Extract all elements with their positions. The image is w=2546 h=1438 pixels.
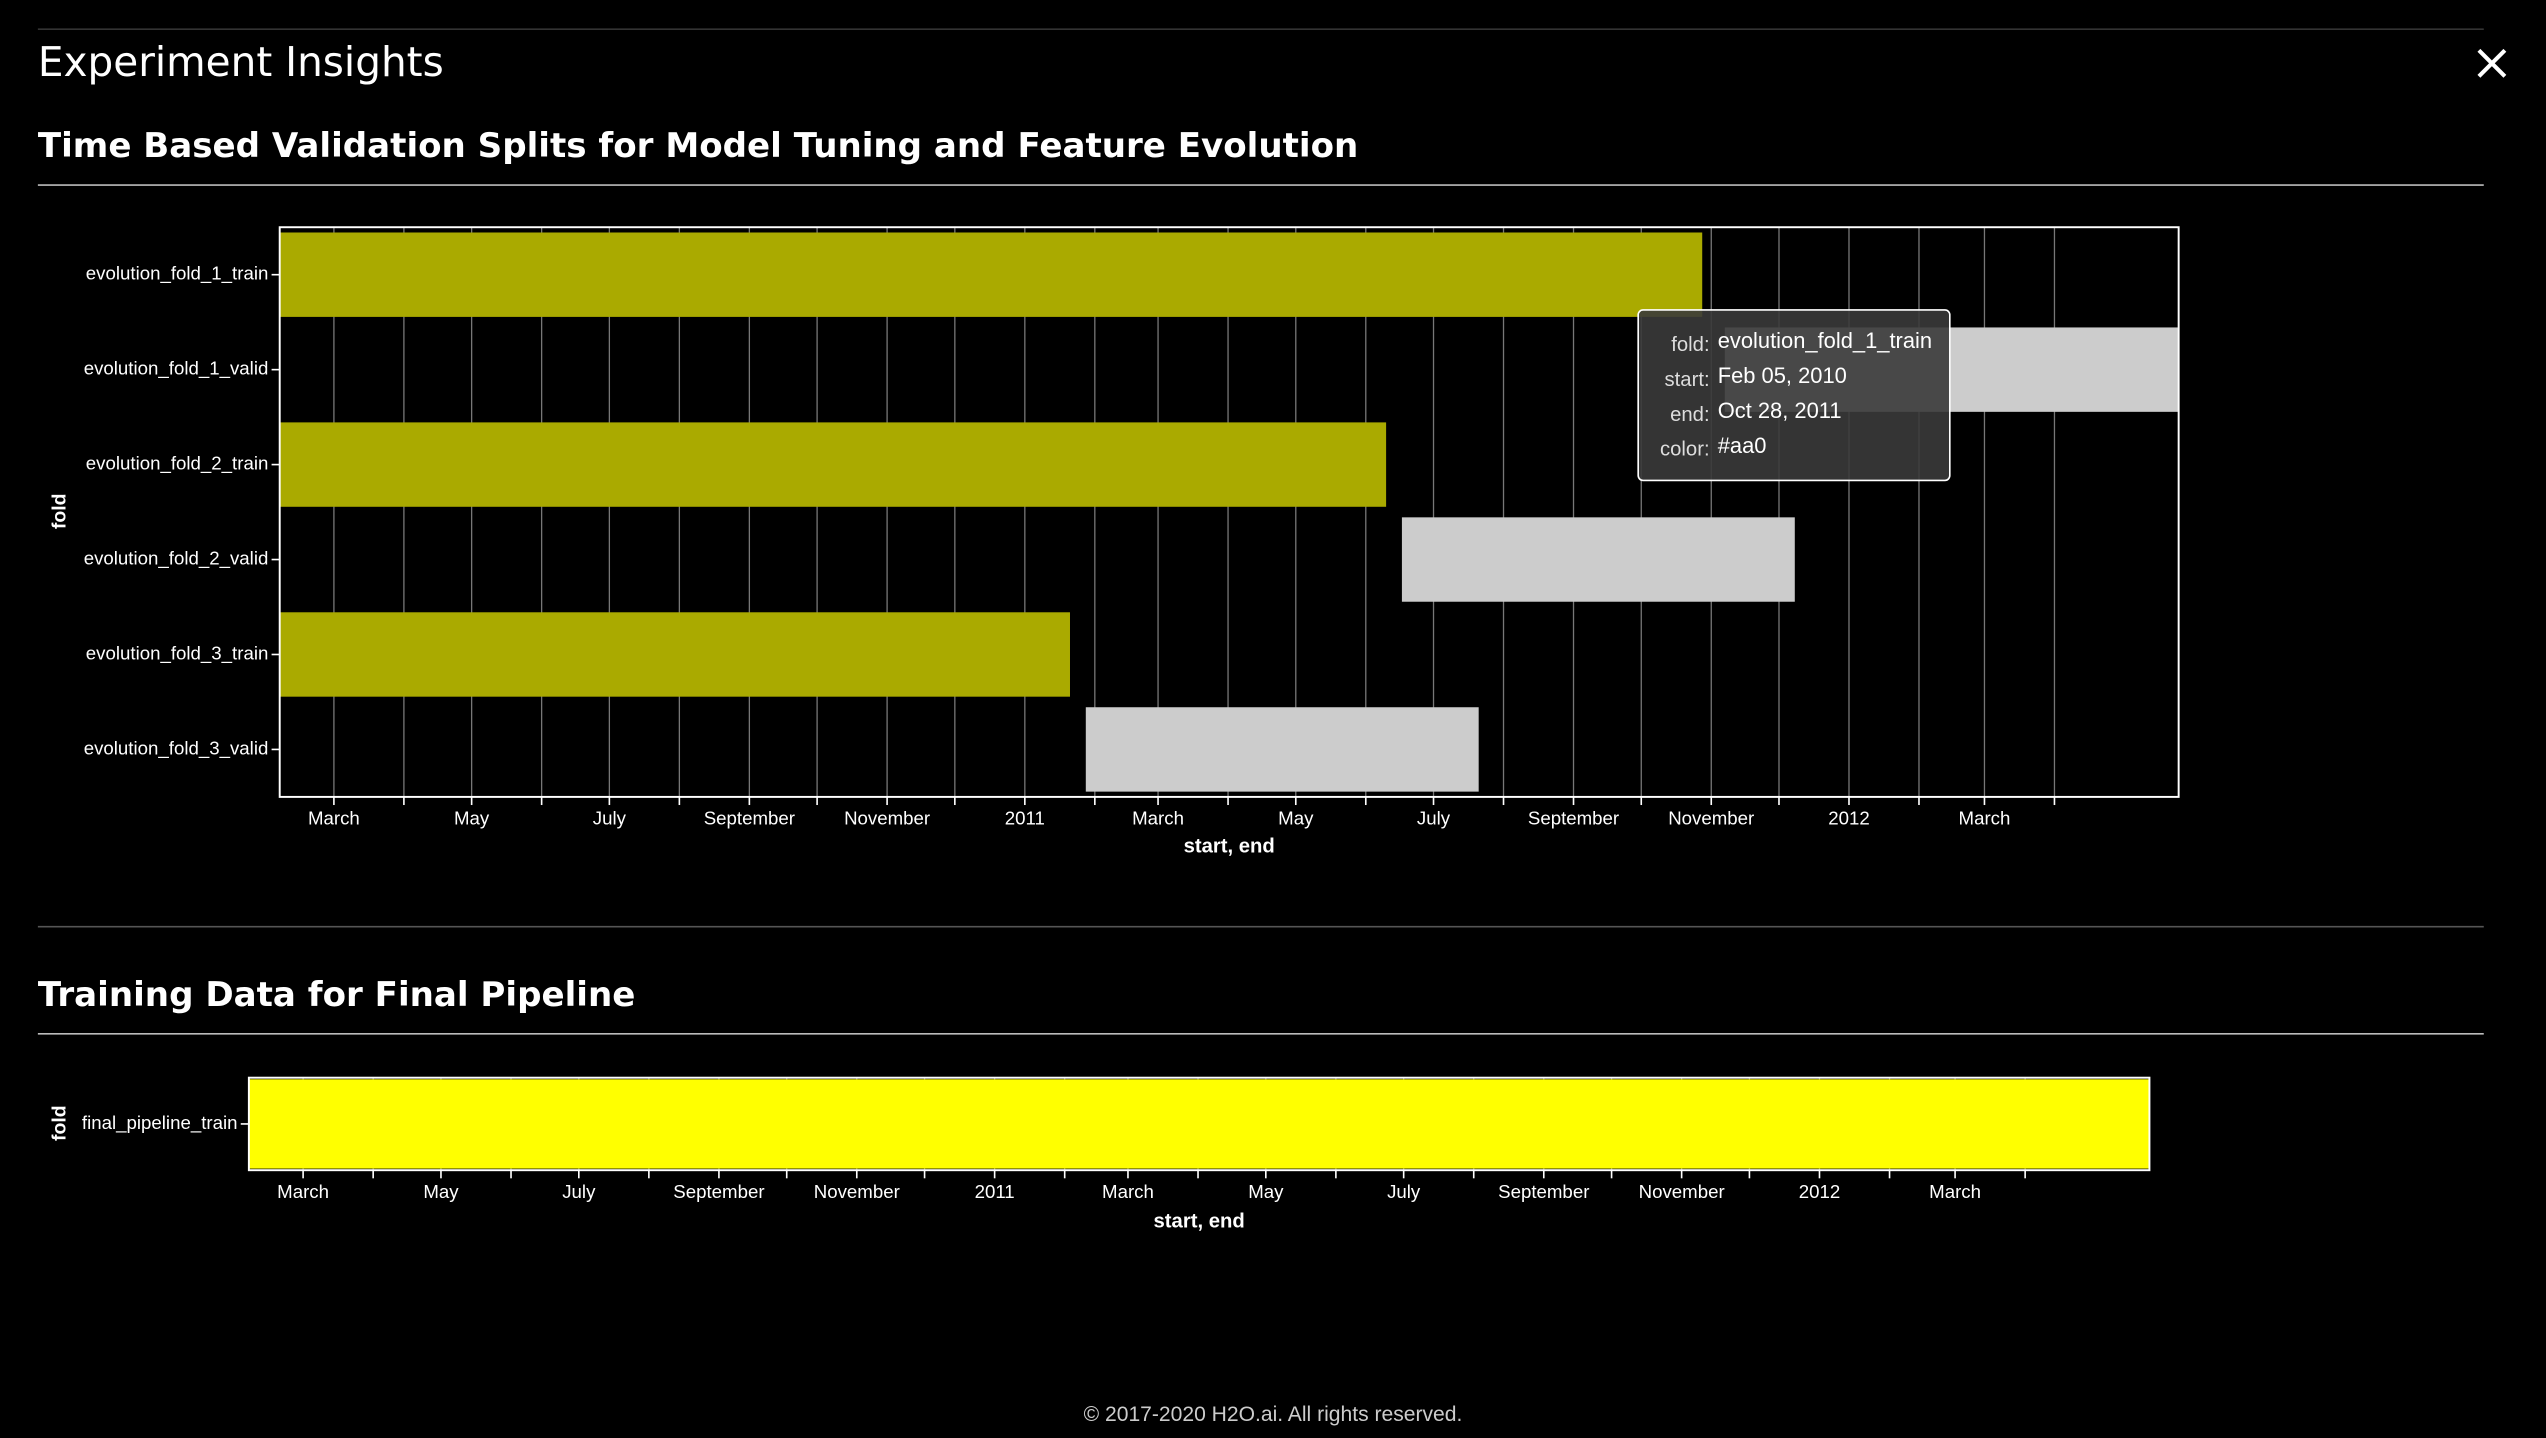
bar — [248, 1079, 2150, 1169]
tooltip-value: Feb 05, 2010 — [1718, 363, 1847, 388]
y-tick-label: final_pipeline_train — [82, 1112, 238, 1134]
plot-frame — [278, 226, 2180, 798]
tooltip-value: Oct 28, 2011 — [1718, 398, 1842, 423]
tooltip-value: evolution_fold_1_train — [1718, 328, 1932, 353]
x-tick-label: March — [1929, 1181, 1981, 1202]
y-tick-label: evolution_fold_1_valid — [84, 358, 269, 380]
x-tick-label: November — [1639, 1181, 1725, 1202]
x-tick-label: July — [1417, 808, 1451, 829]
x-tick-label: July — [593, 808, 627, 829]
section-title: Time Based Validation Splits for Model T… — [38, 126, 1358, 166]
y-axis-label: fold — [49, 1105, 71, 1141]
bar — [279, 232, 1703, 317]
x-tick-label: March — [277, 1181, 329, 1202]
tooltip: fold: evolution_fold_1_train start: Feb 05,… — [1637, 309, 1951, 482]
footer: © 2017-2020 H2O.ai. All rights reserved. — [1084, 1403, 1463, 1426]
x-tick-label: March — [308, 808, 360, 829]
x-tick-label: September — [1498, 1181, 1589, 1202]
bar — [1401, 517, 1795, 602]
y-tick-label: evolution_fold_2_valid — [84, 547, 269, 569]
x-tick-label: March — [1102, 1181, 1154, 1202]
y-axis-label: fold — [49, 493, 71, 529]
x-axis-label: start, end — [1154, 1210, 1245, 1232]
x-axis-label: start, end — [1184, 836, 1275, 858]
section-title: Training Data for Final Pipeline — [38, 975, 635, 1015]
bar — [279, 422, 1387, 507]
x-tick-label: September — [1528, 808, 1619, 829]
y-tick-label: evolution_fold_2_train — [86, 453, 269, 475]
x-tick-label: May — [423, 1181, 459, 1202]
tooltip-value: #aa0 — [1718, 433, 1767, 458]
x-tick-label: July — [562, 1181, 596, 1202]
x-tick-label: 2012 — [1799, 1181, 1841, 1202]
x-tick-label: July — [1387, 1181, 1421, 1202]
x-tick-label: March — [1959, 808, 2011, 829]
tooltip-key: start: — [1665, 369, 1710, 391]
x-tick-label: 2011 — [975, 1181, 1015, 1202]
x-tick-label: September — [704, 808, 795, 829]
y-tick-label: evolution_fold_3_train — [86, 642, 269, 664]
x-tick-label: May — [1248, 1181, 1284, 1202]
tooltip-key: color: — [1660, 439, 1710, 461]
plot-frame — [247, 1076, 2151, 1172]
x-tick-label: November — [1668, 808, 1754, 829]
x-tick-label: 2012 — [1828, 808, 1870, 829]
x-tick-label: November — [814, 1181, 900, 1202]
chart: March May July September November 2011 March Ma… — [49, 1076, 2151, 1232]
close-button[interactable] — [2477, 48, 2507, 78]
y-tick-label: evolution_fold_3_valid — [84, 737, 269, 759]
tooltip-key: end: — [1670, 404, 1709, 426]
tooltip-key: fold: — [1671, 334, 1709, 356]
bar — [279, 612, 1070, 697]
x-tick-label: May — [1278, 808, 1314, 829]
y-tick-label: evolution_fold_1_train — [86, 263, 269, 285]
x-tick-label: May — [454, 808, 490, 829]
modal-title: Experiment Insights — [38, 38, 444, 86]
x-tick-label: November — [844, 808, 930, 829]
tooltip-box — [1637, 309, 1951, 482]
bar — [1085, 707, 1479, 792]
x-tick-label: 2011 — [1005, 808, 1045, 829]
x-tick-label: March — [1132, 808, 1184, 829]
x-tick-label: September — [673, 1181, 764, 1202]
